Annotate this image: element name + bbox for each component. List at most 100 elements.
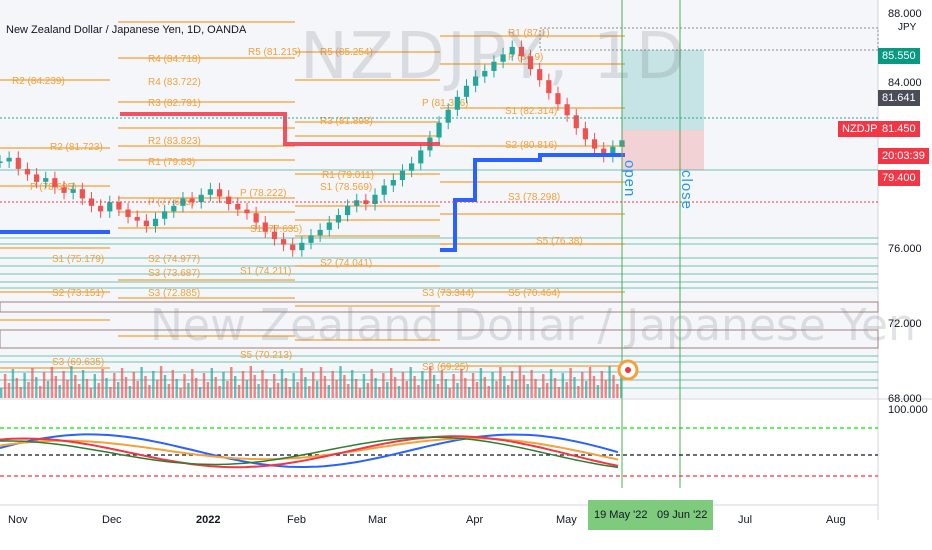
candle-body — [6, 157, 12, 162]
volume-bar — [366, 383, 369, 398]
volume-bar — [585, 381, 588, 398]
pivot-label: S1 (77.635) — [250, 224, 302, 235]
candle-body — [143, 220, 149, 227]
pivot-label: S2 (74.977) — [148, 254, 200, 265]
candle-body — [317, 229, 323, 236]
volume-bar — [401, 372, 405, 398]
support-zone — [0, 301, 879, 313]
volume-bar — [468, 387, 471, 398]
volume-bar — [97, 383, 100, 398]
candle-body — [226, 196, 232, 204]
volume-bar — [514, 380, 518, 398]
candle-body — [463, 85, 470, 97]
volume-bar — [397, 386, 401, 398]
volume-bar — [596, 385, 600, 398]
candle-body — [344, 205, 351, 216]
price-tag: 85.550 — [878, 48, 920, 64]
volume-bar — [187, 383, 190, 398]
volume-bar — [304, 377, 307, 398]
pivot-label: P (84.9) — [508, 52, 543, 63]
volume-bar — [390, 368, 393, 398]
price-axis-tick: 84.000 — [888, 77, 922, 89]
volume-bar — [46, 381, 50, 398]
volume-bar — [42, 372, 46, 398]
time-axis-tick: Mar — [368, 514, 387, 526]
candle-body — [189, 198, 195, 203]
highlight-date[interactable]: 19 May '22 — [588, 500, 654, 530]
volume-bar — [565, 382, 568, 398]
candle-body — [418, 150, 424, 164]
price-axis-tick: 68.000 — [888, 393, 922, 405]
volume-bar — [612, 375, 615, 398]
volume-bar — [491, 372, 494, 398]
volume-bar — [50, 367, 54, 398]
volume-bar — [507, 385, 510, 398]
volume-bar — [296, 382, 299, 398]
volume-bar — [308, 386, 311, 398]
volume-bar — [351, 370, 354, 398]
volume-bar — [89, 388, 93, 398]
volume-bar — [202, 373, 206, 398]
candle-body — [509, 46, 515, 55]
pivot-label: S3 (72.885) — [148, 288, 200, 299]
volume-bar — [222, 372, 225, 398]
volume-bar — [288, 387, 291, 398]
volume-bar — [432, 375, 436, 398]
candle-body — [573, 115, 579, 129]
pivot-label: P (77.695) — [148, 197, 195, 208]
osc-line-green — [0, 436, 619, 469]
volume-bar — [499, 367, 502, 398]
volume-bar — [343, 375, 346, 398]
candle-body — [134, 216, 140, 221]
volume-bar — [70, 366, 73, 398]
price-tag: 81.641 — [878, 90, 920, 106]
price-axis-tick: 88.000 — [888, 8, 922, 20]
candle-body — [79, 189, 85, 199]
candle-body — [308, 235, 314, 243]
volume-bar — [417, 385, 420, 398]
pivot-label: R3 (82.791) — [148, 98, 201, 109]
volume-bar — [253, 375, 256, 398]
volume-bar — [620, 370, 623, 398]
volume-bar — [85, 379, 89, 398]
candle-body — [15, 157, 21, 169]
volume-bar — [616, 384, 619, 398]
volume-bar — [534, 379, 537, 398]
volume-bar — [210, 368, 213, 398]
volume-bar — [183, 374, 186, 398]
candle-body — [591, 139, 598, 149]
candle-body — [299, 242, 305, 251]
volume-bar — [39, 386, 42, 398]
candle-body — [171, 205, 177, 212]
candle-body — [436, 122, 442, 138]
pivot-label: R1 (87.1) — [508, 28, 550, 39]
volume-bar — [230, 367, 233, 398]
highlight-date[interactable]: 09 Jun '22 — [651, 500, 714, 530]
volume-bar — [245, 380, 249, 398]
candle-body — [390, 179, 396, 186]
volume-bar — [538, 388, 541, 398]
candle-body — [198, 194, 204, 203]
candle-body — [290, 244, 296, 251]
volume-bar — [413, 376, 416, 398]
candle-body — [107, 202, 113, 212]
candle-body — [537, 69, 543, 81]
volume-bar — [487, 386, 490, 398]
volume-bar — [464, 378, 467, 398]
candle-body — [33, 174, 40, 182]
volume-bar — [577, 386, 580, 398]
time-axis-tick: May — [556, 514, 577, 526]
pivot-label: P (81.316) — [422, 98, 469, 109]
volume-bar — [167, 384, 171, 398]
volume-bar — [136, 381, 139, 398]
volume-bar — [429, 366, 432, 398]
volume-bar — [444, 379, 447, 398]
candle-body — [601, 148, 607, 156]
volume-bar — [542, 374, 545, 398]
volume-bar — [265, 379, 268, 398]
volume-bar — [549, 369, 553, 398]
time-axis-tick: Jul — [738, 514, 753, 526]
volume-bar — [378, 387, 381, 398]
candle-body — [445, 109, 451, 123]
